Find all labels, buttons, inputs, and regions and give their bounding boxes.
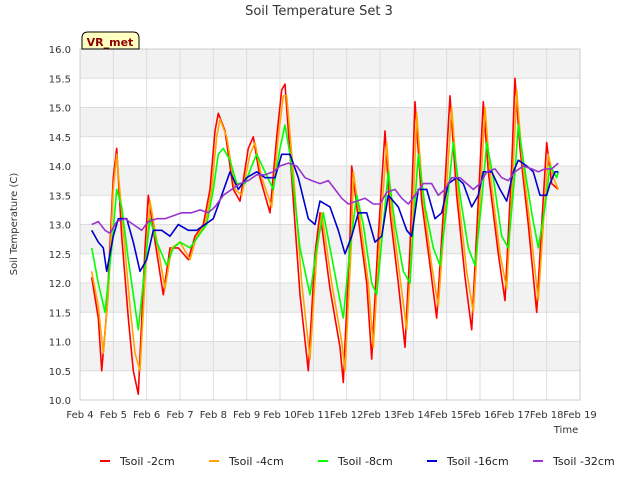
plot-band xyxy=(80,107,580,137)
plot-band xyxy=(80,49,580,79)
x-tick-label: Feb 14 xyxy=(397,410,431,421)
legend-label: Tsoil -2cm xyxy=(119,455,175,468)
plot-frame xyxy=(79,48,581,401)
badge-label: VR_met xyxy=(87,36,134,49)
vr-met-badge: VR_met xyxy=(81,31,140,50)
x-tick-label: Feb 12 xyxy=(330,410,364,421)
chart-title: Soil Temperature Set 3 xyxy=(245,4,393,19)
x-tick-label: Feb 19 xyxy=(563,410,597,421)
y-tick-label: 10.5 xyxy=(49,367,71,378)
y-tick-label: 14.5 xyxy=(49,133,71,144)
legend-label: Tsoil -32cm xyxy=(552,455,615,468)
series-line-5 xyxy=(91,162,559,235)
series-line-3 xyxy=(90,124,560,331)
y-tick-label: 13.0 xyxy=(49,221,71,232)
y-tick-label: 11.0 xyxy=(49,338,71,349)
x-tick-labels: Feb 4 Feb 5 Feb 6 Feb 7 Feb 8 Feb 9 Feb 10 Feb … xyxy=(66,410,596,421)
x-tick-label: Feb 11 xyxy=(297,410,331,421)
y-tick-labels: 10.0 10.5 11.0 11.5 12.0 12.5 13.0 13.5 14.0 14.5… xyxy=(49,45,71,407)
legend-label: Tsoil -4cm xyxy=(228,455,284,468)
x-tick-label: Feb 13 xyxy=(363,410,397,421)
legend: Tsoil -2cm Tsoil -4cm Tsoil -8cm Tsoil -16c… xyxy=(100,455,615,468)
plot-band xyxy=(80,166,580,196)
series-line-4 xyxy=(91,153,559,273)
series-line-1 xyxy=(90,77,559,396)
x-tick-label: Feb 7 xyxy=(166,410,193,421)
y-tick-label: 11.5 xyxy=(49,308,71,319)
y-tick-label: 15.5 xyxy=(49,74,71,85)
y-axis-label: Soil Temperature (C) xyxy=(9,173,20,276)
y-tick-label: 15.0 xyxy=(49,104,71,115)
x-tick-label: Feb 8 xyxy=(200,410,227,421)
x-tick-label: Feb 15 xyxy=(430,410,464,421)
y-tick-label: 16.0 xyxy=(49,45,71,56)
y-tick-label: 12.5 xyxy=(49,250,71,261)
y-tick-label: 10.0 xyxy=(49,396,71,407)
x-tick-label: Feb 17 xyxy=(497,410,531,421)
legend-label: Tsoil -8cm xyxy=(337,455,393,468)
series-lines xyxy=(90,77,560,396)
axes xyxy=(79,48,581,401)
x-tick-label: Feb 16 xyxy=(463,410,497,421)
y-tick-label: 12.0 xyxy=(49,279,71,290)
x-tick-label: Feb 18 xyxy=(530,410,564,421)
legend-label: Tsoil -16cm xyxy=(446,455,509,468)
x-axis-label: Time xyxy=(553,425,578,436)
plot-band xyxy=(80,341,580,371)
x-tick-label: Feb 9 xyxy=(233,410,260,421)
x-tick-label: Feb 5 xyxy=(100,410,127,421)
y-tick-label: 14.0 xyxy=(49,162,71,173)
x-tick-label: Feb 6 xyxy=(133,410,160,421)
x-tick-label: Feb 4 xyxy=(66,410,93,421)
y-tick-label: 13.5 xyxy=(49,191,71,202)
x-tick-label: Feb 10 xyxy=(263,410,297,421)
